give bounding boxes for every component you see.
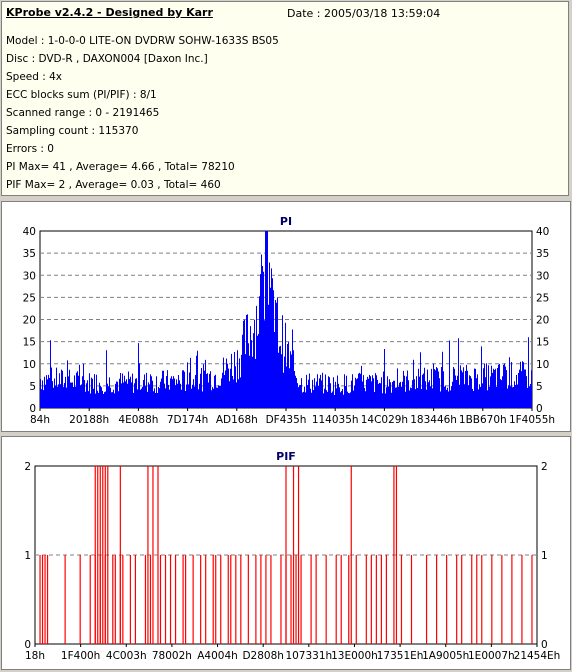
pi-chart-title: PI <box>280 215 292 228</box>
pif-ytick-left: 1 <box>24 550 31 562</box>
pi-chart-panel: PI 0 0 5 5 10 10 15 15 20 20 25 25 30 30 35 35 40 40 84h 201… <box>1 201 571 432</box>
pif-ytick-left: 2 <box>24 461 31 473</box>
info-errors: Errors : 0 <box>6 143 54 155</box>
pif-ytick-right: 0 <box>541 639 548 651</box>
pi-xtick-label: 7D174h <box>167 414 208 426</box>
pi-ytick-right: 40 <box>536 226 549 238</box>
pi-ytick-left: 0 <box>29 403 36 415</box>
pif-xtick-label: 1A9005h <box>422 650 469 662</box>
pi-ytick-left: 5 <box>29 381 36 393</box>
pi-ytick-left: 15 <box>23 337 36 349</box>
pif-xtick-label: D2808h <box>242 650 283 662</box>
pi-ytick-right: 10 <box>536 359 549 371</box>
info-ecc-blocks: ECC blocks sum (PI/PIF) : 8/1 <box>6 89 157 101</box>
pif-xtick-label: 1F400h <box>61 650 100 662</box>
pi-xtick-label: 4E088h <box>118 414 158 426</box>
pi-xtick-label: 114035h <box>312 414 359 426</box>
pif-xtick-label: 1E0007h <box>468 650 515 662</box>
pif-xtick-label: 13E000h <box>331 650 378 662</box>
pi-ytick-right: 20 <box>536 315 549 327</box>
pif-xtick-label: A4004h <box>197 650 238 662</box>
pi-xtick-label: 84h <box>30 414 50 426</box>
pi-ytick-right: 15 <box>536 337 549 349</box>
info-pi-summary: PI Max= 41 , Average= 4.66 , Total= 7821… <box>6 161 235 173</box>
pi-xtick-label: 183446h <box>410 414 457 426</box>
pi-bars <box>40 231 532 408</box>
pi-ytick-left: 10 <box>23 359 36 371</box>
pi-xtick-label: 20188h <box>69 414 109 426</box>
info-sampling-count: Sampling count : 115370 <box>6 125 139 137</box>
pif-xtick-label: 18h <box>25 650 45 662</box>
pi-ytick-left: 25 <box>23 292 36 304</box>
scan-date: Date : 2005/03/18 13:59:04 <box>287 7 441 20</box>
pi-ytick-right: 35 <box>536 248 549 260</box>
pif-chart-title: PIF <box>276 450 296 463</box>
pi-ytick-right: 5 <box>536 381 543 393</box>
info-pif-summary: PIF Max= 2 , Average= 0.03 , Total= 460 <box>6 179 221 191</box>
pif-xtick-label: 21454Eh <box>514 650 561 662</box>
app-title: KProbe v2.4.2 - Designed by Karr <box>6 6 213 19</box>
pif-xtick-label: 78002h <box>152 650 192 662</box>
info-scanned-range: Scanned range : 0 - 2191465 <box>6 107 160 119</box>
pif-chart-panel: PIF 0 0 1 1 2 2 18h 1F400h 4C003h 78002h A4004h D280… <box>1 436 571 670</box>
pi-ytick-right: 25 <box>536 292 549 304</box>
pi-xtick-label: 1F4055h <box>509 414 555 426</box>
pi-xtick-label: 14C029h <box>361 414 408 426</box>
info-disc: Disc : DVD-R , DAXON004 [Daxon Inc.] <box>6 53 208 65</box>
pif-chart: PIF 0 0 1 1 2 2 18h 1F400h 4C003h 78002h A4004h D280… <box>24 450 561 662</box>
pif-xtick-label: 17351Eh <box>377 650 424 662</box>
pif-ytick-right: 1 <box>541 550 548 562</box>
pi-ytick-left: 40 <box>23 226 36 238</box>
info-speed: Speed : 4x <box>6 71 63 83</box>
pi-ytick-right: 0 <box>536 403 543 415</box>
pi-ytick-left: 35 <box>23 248 36 260</box>
pif-xtick-label: 4C003h <box>106 650 147 662</box>
pi-xtick-label: DF435h <box>266 414 307 426</box>
pif-xtick-label: 107331h <box>285 650 332 662</box>
info-model: Model : 1-0-0-0 LITE-ON DVDRW SOHW-1633S… <box>6 35 279 47</box>
pi-ytick-right: 30 <box>536 270 549 282</box>
pif-ytick-right: 2 <box>541 461 548 473</box>
info-panel: KProbe v2.4.2 - Designed by Karr Date : … <box>1 1 569 196</box>
pi-chart: PI 0 0 5 5 10 10 15 15 20 20 25 25 30 30 35 35 40 40 84h 201… <box>23 215 555 426</box>
pi-ytick-left: 30 <box>23 270 36 282</box>
pi-ytick-left: 20 <box>23 315 36 327</box>
pi-xtick-label: AD168h <box>216 414 258 426</box>
pif-ytick-left: 0 <box>24 639 31 651</box>
pi-xtick-label: 1BB670h <box>459 414 507 426</box>
